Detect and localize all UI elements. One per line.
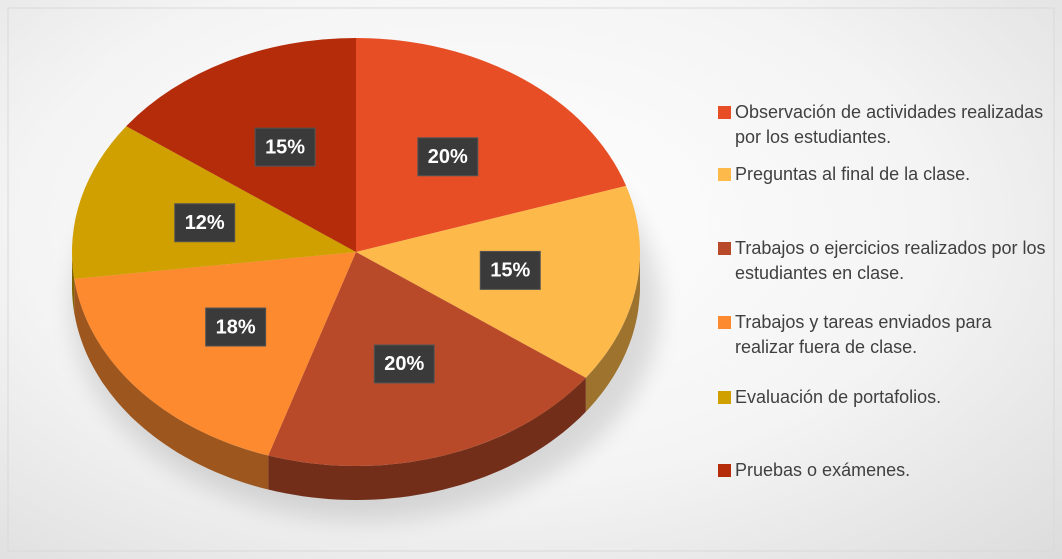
legend-swatch xyxy=(718,391,731,404)
chart-border xyxy=(7,7,1055,552)
legend-swatch xyxy=(718,106,731,119)
data-label: 12% xyxy=(185,212,225,234)
legend-label: Evaluación de portafolios. xyxy=(735,387,942,407)
data-label-box xyxy=(254,127,316,167)
legend-label: Trabajos o ejercicios realizados por los… xyxy=(735,238,1046,283)
slice xyxy=(356,38,627,252)
legend-item: Trabajos o ejercicios realizados por los… xyxy=(718,236,1048,286)
slice-side xyxy=(72,252,75,313)
data-label-box xyxy=(479,250,541,290)
slice-side xyxy=(585,252,640,412)
data-label-box xyxy=(174,203,236,243)
legend-swatch xyxy=(718,316,731,329)
slice-side xyxy=(74,278,269,490)
legend-swatch xyxy=(718,168,731,181)
slice-side xyxy=(268,377,586,500)
legend-item: Trabajos y tareas enviados para realizar… xyxy=(718,310,1048,360)
data-label: 15% xyxy=(490,260,530,282)
slice xyxy=(72,126,357,279)
data-label-box xyxy=(373,344,435,384)
data-label-box xyxy=(417,137,479,177)
legend-swatch xyxy=(718,464,731,477)
legend-label: Trabajos y tareas enviados para realizar… xyxy=(735,312,992,357)
slice xyxy=(126,38,357,252)
slice xyxy=(74,252,356,456)
data-label-box xyxy=(205,307,267,347)
data-label: 20% xyxy=(384,353,424,375)
legend-item: Observación de actividades realizadas po… xyxy=(718,100,1048,150)
legend-item: Preguntas al final de la clase. xyxy=(718,162,1048,187)
legend-label: Preguntas al final de la clase. xyxy=(735,164,971,184)
legend-item: Evaluación de portafolios. xyxy=(718,385,1048,410)
legend-item: Pruebas o exámenes. xyxy=(718,458,1048,483)
data-label: 15% xyxy=(265,136,305,158)
legend-label: Observación de actividades realizadas po… xyxy=(735,102,1044,147)
legend-swatch xyxy=(718,242,731,255)
legend-label: Pruebas o exámenes. xyxy=(735,460,911,480)
data-label: 18% xyxy=(216,316,256,338)
data-label: 20% xyxy=(428,146,468,168)
